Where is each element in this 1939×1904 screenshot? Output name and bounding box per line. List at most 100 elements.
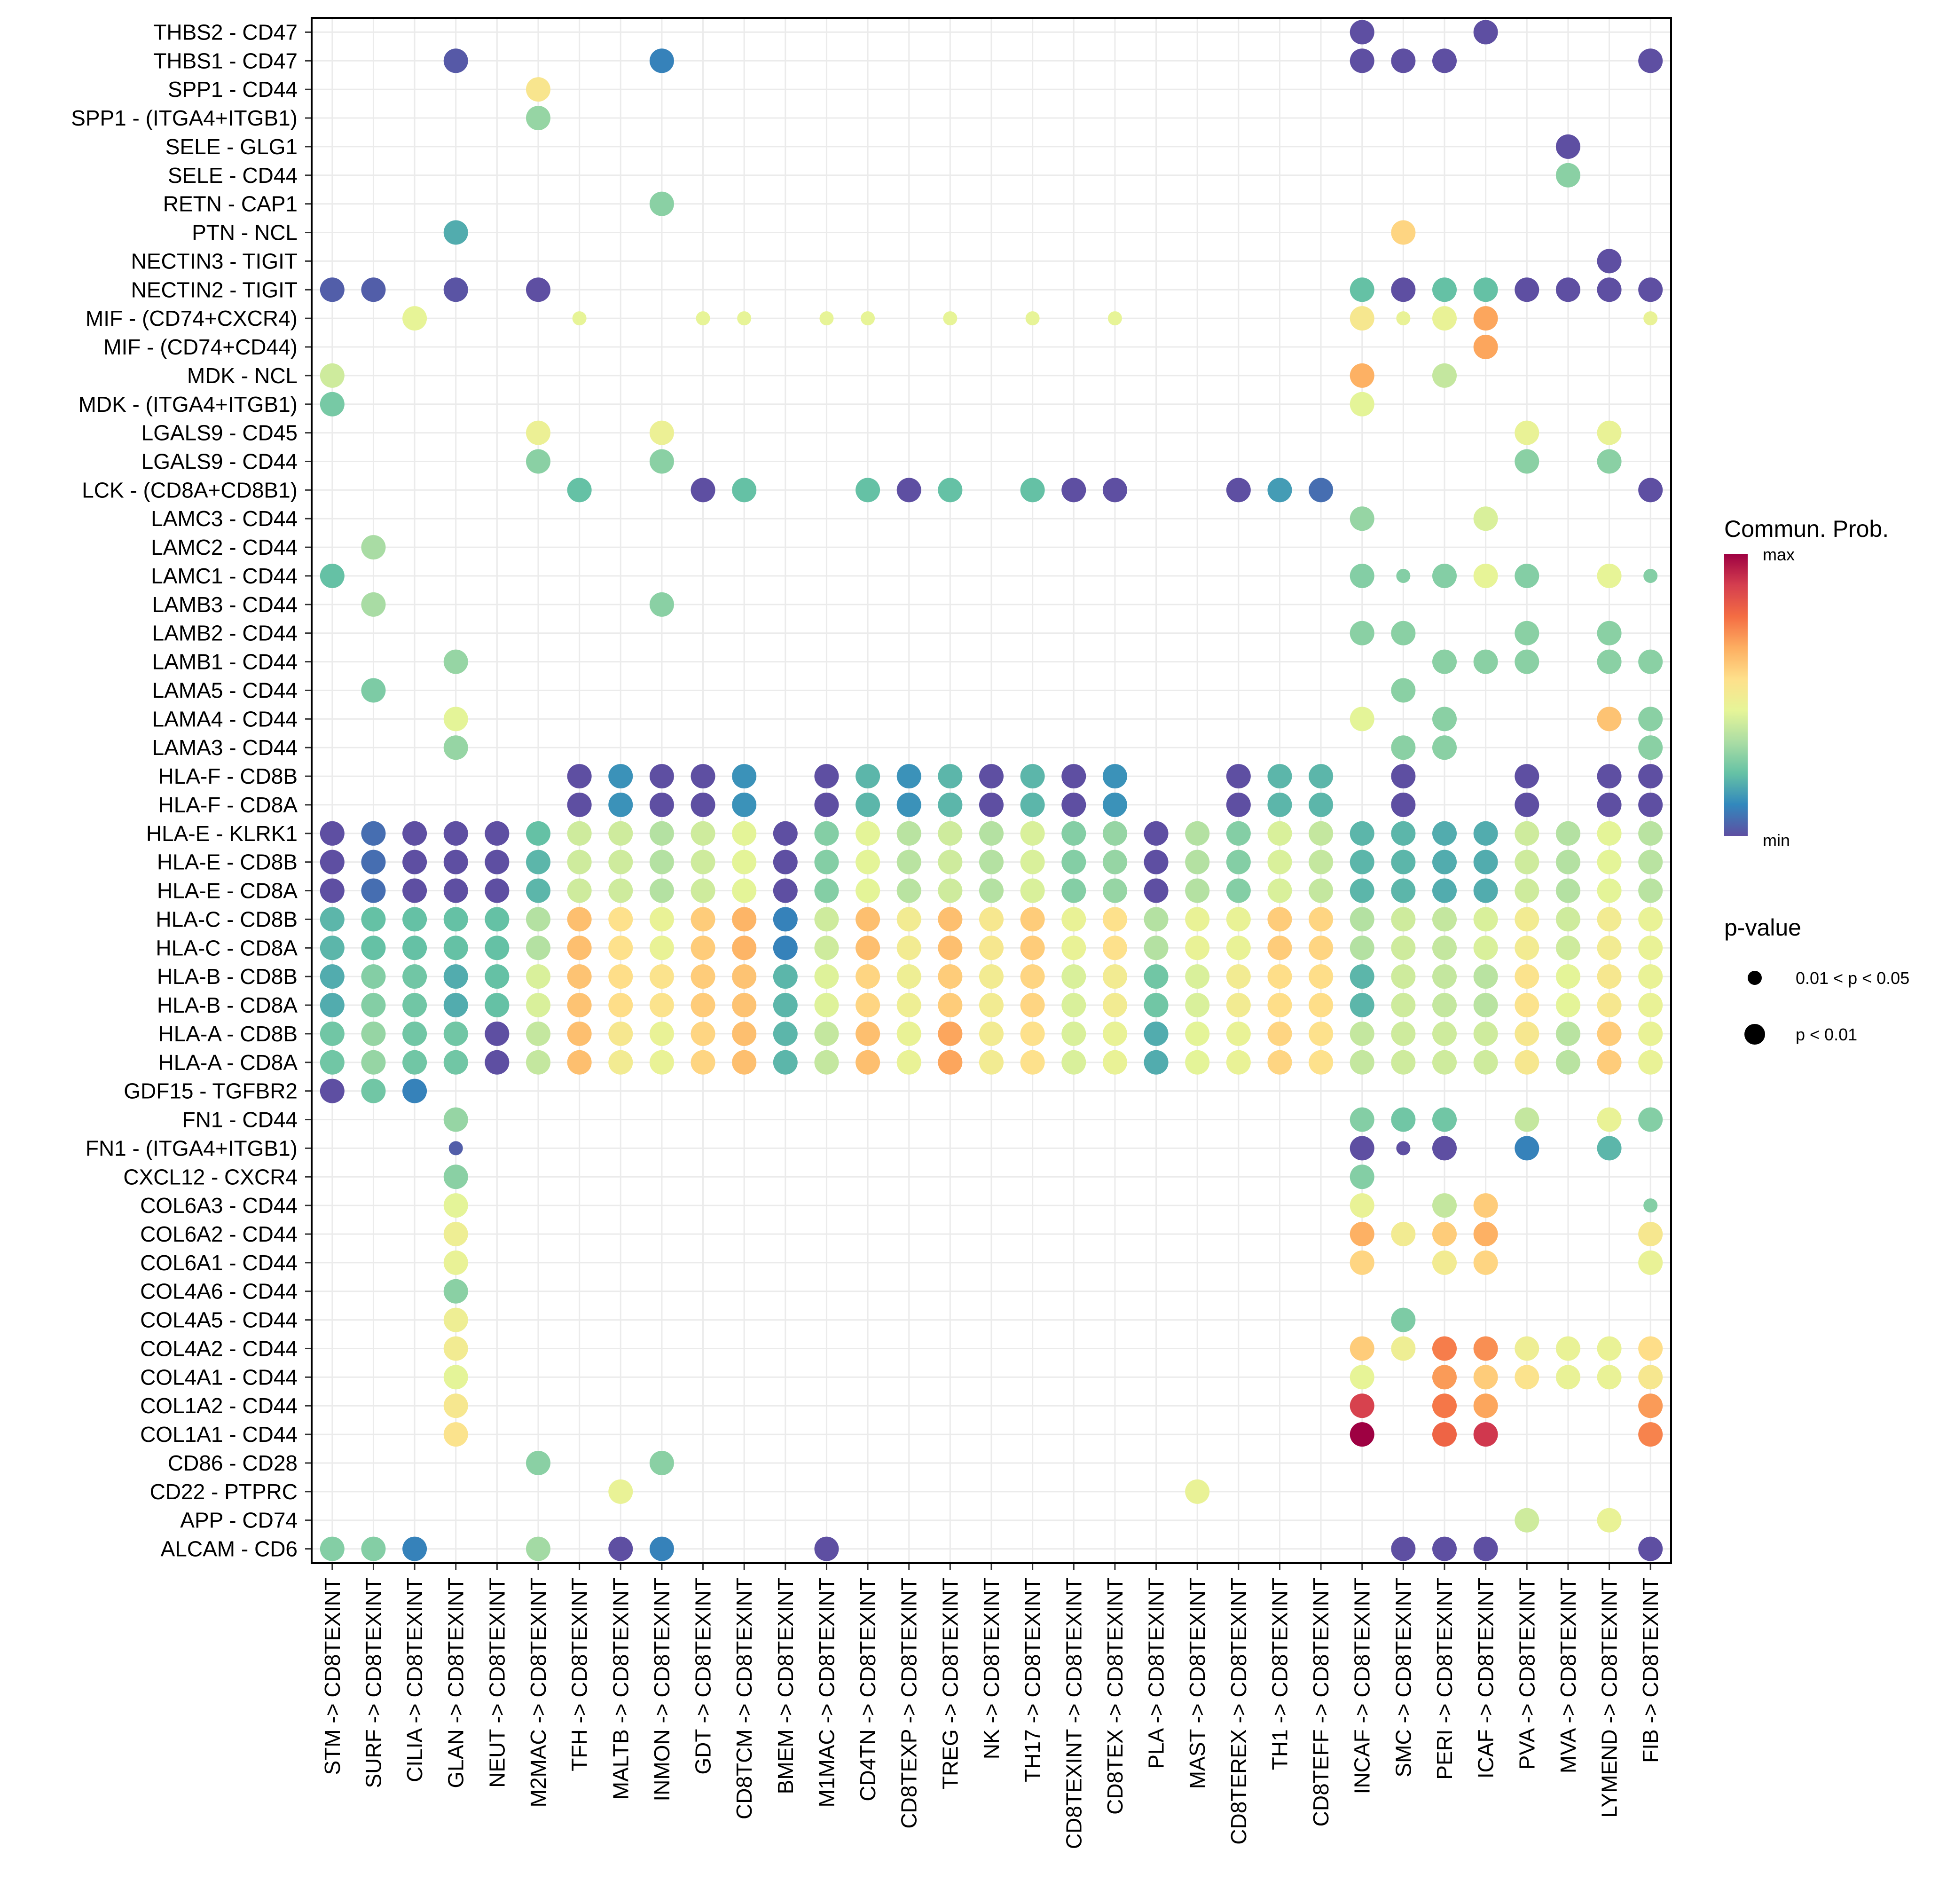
data-point <box>443 1279 468 1304</box>
data-point <box>896 964 921 989</box>
data-point <box>1350 1250 1374 1275</box>
data-point <box>402 1078 427 1103</box>
data-point <box>732 964 757 989</box>
data-point <box>1350 306 1374 331</box>
data-point <box>1638 850 1663 874</box>
data-point <box>1597 964 1622 989</box>
data-point <box>649 449 674 474</box>
data-point <box>1638 964 1663 989</box>
data-point <box>485 850 510 874</box>
data-point <box>1473 1393 1498 1418</box>
data-point <box>691 792 715 817</box>
data-point <box>320 1021 345 1046</box>
data-point <box>1391 735 1416 760</box>
data-point <box>1597 850 1622 874</box>
data-point <box>1391 48 1416 73</box>
data-point <box>402 306 427 331</box>
data-point <box>1391 993 1416 1018</box>
x-tick-label: CD4TN -> CD8TEXINT <box>856 1577 880 1802</box>
data-point <box>1391 878 1416 903</box>
legend: Commun. Prob. max min p-value 0.01 < p <… <box>1724 516 1909 1045</box>
data-point <box>1473 335 1498 360</box>
data-point <box>1432 1422 1457 1447</box>
data-point <box>1515 1508 1539 1533</box>
x-tick-label: BMEM -> CD8TEXINT <box>773 1577 798 1794</box>
x-tick-label: M1MAC -> CD8TEXINT <box>814 1577 839 1807</box>
data-point <box>691 478 715 503</box>
data-point <box>1597 420 1622 445</box>
data-point <box>1515 420 1539 445</box>
x-tick-label: FIB -> CD8TEXINT <box>1638 1577 1663 1763</box>
x-tick-label: INMON -> CD8TEXINT <box>650 1577 674 1802</box>
data-point <box>1555 1365 1580 1390</box>
data-point <box>1061 850 1086 874</box>
data-point <box>856 936 880 960</box>
data-point <box>649 1021 674 1046</box>
data-point <box>320 993 345 1018</box>
data-point <box>1643 1198 1658 1213</box>
data-point <box>1226 1021 1251 1046</box>
data-point <box>526 1536 550 1561</box>
data-point <box>361 1050 386 1075</box>
y-tick-label: COL1A1 - CD44 <box>140 1422 298 1447</box>
data-point <box>1638 277 1663 302</box>
data-point <box>1350 1393 1374 1418</box>
data-point <box>1597 1021 1622 1046</box>
x-tick-label: TREG -> CD8TEXINT <box>938 1577 962 1789</box>
data-point <box>1350 936 1374 960</box>
y-tick-label: CD22 - PTPRC <box>150 1479 298 1504</box>
data-point <box>443 220 468 245</box>
data-point <box>1432 1221 1457 1246</box>
data-point <box>814 907 839 932</box>
y-tick-label: HLA-A - CD8B <box>158 1022 298 1046</box>
data-point <box>320 392 345 417</box>
data-point <box>896 993 921 1018</box>
data-point <box>979 764 1004 789</box>
y-tick-label: THBS2 - CD47 <box>153 20 298 44</box>
data-point <box>814 1536 839 1561</box>
data-point <box>943 311 958 326</box>
data-point <box>1473 1193 1498 1218</box>
data-point <box>1391 1107 1416 1132</box>
data-point <box>320 821 345 846</box>
data-point <box>1555 878 1580 903</box>
data-point <box>691 907 715 932</box>
x-tick-label: SURF -> CD8TEXINT <box>361 1577 385 1788</box>
data-point <box>819 311 834 326</box>
data-point <box>691 1050 715 1075</box>
data-point <box>608 764 633 789</box>
data-point <box>567 936 592 960</box>
data-point <box>1226 1050 1251 1075</box>
data-point <box>443 1021 468 1046</box>
data-point <box>649 1450 674 1475</box>
data-point <box>1473 277 1498 302</box>
x-axis-labels: STM -> CD8TEXINT SURF -> CD8TEXINT CILIA -… <box>320 1563 1663 1849</box>
data-point <box>1391 220 1416 245</box>
data-point <box>938 821 963 846</box>
data-point <box>1473 649 1498 674</box>
y-tick-label: COL6A1 - CD44 <box>140 1251 298 1275</box>
data-point <box>1020 993 1045 1018</box>
data-point <box>1350 878 1374 903</box>
data-point <box>856 850 880 874</box>
data-point <box>1432 649 1457 674</box>
data-point <box>443 993 468 1018</box>
data-point <box>1432 993 1457 1018</box>
data-point <box>1597 792 1622 817</box>
data-point <box>448 1141 463 1156</box>
data-point <box>320 363 345 388</box>
data-point <box>526 821 550 846</box>
data-point <box>814 821 839 846</box>
data-point <box>1396 311 1411 326</box>
data-point <box>1185 1021 1210 1046</box>
data-point <box>938 1050 963 1075</box>
data-point <box>608 1021 633 1046</box>
data-point <box>1391 1221 1416 1246</box>
data-point <box>1473 1221 1498 1246</box>
data-point <box>608 850 633 874</box>
data-point <box>1638 907 1663 932</box>
x-tick-label: LYMEND -> CD8TEXINT <box>1597 1577 1622 1818</box>
data-point <box>526 964 550 989</box>
y-tick-label: LGALS9 - CD44 <box>141 449 298 473</box>
data-point <box>1638 1021 1663 1046</box>
